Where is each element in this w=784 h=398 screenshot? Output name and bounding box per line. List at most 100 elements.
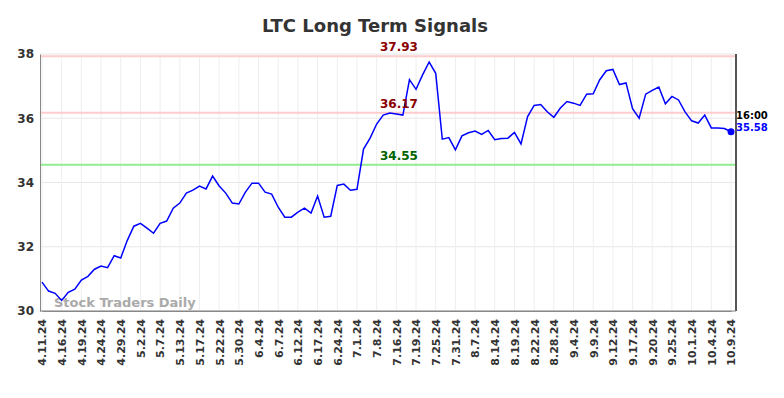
grid-line-x: [671, 54, 672, 311]
x-tick-label: 5.2.24: [135, 319, 148, 358]
grid-line-x: [652, 54, 653, 311]
x-tick-label: 5.13.24: [174, 319, 187, 366]
x-tick: 5.13.24: [174, 311, 187, 366]
grid-line-x: [42, 54, 43, 311]
x-tick: 9.20.24: [647, 311, 660, 366]
grid-line-x: [731, 54, 732, 311]
y-tick-label: 36: [17, 112, 34, 126]
plot-area: [40, 56, 736, 300]
x-tick-label: 9.17.24: [627, 319, 640, 366]
x-tick-label: 10.4.24: [706, 319, 719, 366]
y-tick: 34: [17, 176, 40, 190]
grid-line-x: [337, 54, 338, 311]
grid-line-y: [40, 118, 736, 119]
x-tick: 8.19.24: [509, 311, 522, 366]
x-tick-label: 6.7.24: [273, 319, 286, 358]
x-tick: 10.9.24: [725, 311, 738, 366]
x-axis: 4.11.24 4.16.24 4.19.24 4.24.24 4.29.24 5.2.2…: [36, 311, 738, 366]
x-tick: 8.7.24: [469, 311, 482, 358]
x-tick: 9.17.24: [627, 311, 640, 366]
grid-line-y: [40, 246, 736, 247]
grid-line-x: [238, 54, 239, 311]
x-tick: 7.31.24: [450, 311, 463, 366]
grid-line-x: [553, 54, 554, 311]
x-tick: 5.17.24: [194, 311, 207, 366]
x-tick-label: 7.16.24: [391, 319, 404, 366]
x-tick: 7.16.24: [391, 311, 404, 366]
x-tick-label: 9.20.24: [647, 319, 660, 366]
grid-line-x: [278, 54, 279, 311]
grid-line-x: [534, 54, 535, 311]
x-tick-label: 9.9.24: [588, 319, 601, 358]
y-tick: 32: [17, 240, 40, 254]
x-tick: 4.29.24: [115, 311, 128, 366]
grid-line-x: [632, 54, 633, 311]
title: LTC Long Term Signals: [262, 15, 488, 36]
x-tick: 4.16.24: [56, 311, 69, 366]
x-tick-label: 6.4.24: [253, 319, 266, 358]
grid-line-x: [317, 54, 318, 311]
x-tick-label: 8.7.24: [469, 319, 482, 358]
x-tick-label: 7.8.24: [371, 319, 384, 358]
y-tick: 36: [17, 112, 40, 126]
grid-line-x: [573, 54, 574, 311]
x-tick: 5.30.24: [233, 311, 246, 366]
grid-line-x: [711, 54, 712, 311]
x-tick: 5.7.24: [154, 311, 167, 358]
grid-line-y: [40, 311, 736, 312]
right-edge: [735, 54, 737, 311]
grid-line-x: [691, 54, 692, 311]
grid-line-x: [61, 54, 62, 311]
x-tick: 4.19.24: [76, 311, 89, 366]
x-tick-label: 9.12.24: [607, 319, 620, 366]
grid-line-x: [160, 54, 161, 311]
x-tick: 10.1.24: [686, 311, 699, 366]
x-tick-label: 8.22.24: [528, 319, 541, 366]
level-label: 36.17: [380, 97, 418, 111]
grid-line-x: [475, 54, 476, 311]
y-tick-label: 38: [17, 47, 34, 61]
x-tick: 6.7.24: [273, 311, 286, 358]
grid-line-x: [140, 54, 141, 311]
x-tick-label: 6.24.24: [332, 319, 345, 366]
x-tick: 9.25.24: [666, 311, 679, 366]
x-tick-label: 8.28.24: [548, 319, 561, 366]
x-tick-label: 5.30.24: [233, 319, 246, 366]
y-tick-label: 30: [17, 304, 34, 318]
x-tick: 4.11.24: [36, 311, 49, 366]
grid-line-x: [120, 54, 121, 311]
y-axis: 30 32 34 36 38: [17, 47, 40, 318]
plot-frame-bottom: [40, 311, 736, 312]
y-axis-line: [40, 55, 41, 312]
x-tick-label: 5.22.24: [214, 319, 227, 366]
x-tick-label: 9.4.24: [568, 319, 581, 358]
x-tick: 6.4.24: [253, 311, 266, 358]
grid-line-x: [416, 54, 417, 311]
x-tick: 9.12.24: [607, 311, 620, 366]
x-tick-label: 4.29.24: [115, 319, 128, 366]
x-tick-label: 7.31.24: [450, 319, 463, 366]
grid-line-x: [612, 54, 613, 311]
x-tick: 8.28.24: [548, 311, 561, 366]
x-tick-label: 9.25.24: [666, 319, 679, 366]
x-tick-label: 10.9.24: [725, 319, 738, 366]
chart: LTC Long Term Signals Stock Traders Daily…: [0, 0, 784, 398]
x-tick: 8.22.24: [528, 311, 541, 366]
level-line: [40, 164, 736, 166]
grid-line-x: [494, 54, 495, 311]
x-tick: 5.22.24: [214, 311, 227, 366]
grid-line-x: [179, 54, 180, 311]
x-tick: 6.17.24: [312, 311, 325, 366]
x-tick: 6.24.24: [332, 311, 345, 366]
x-tick-label: 4.24.24: [95, 319, 108, 366]
x-tick-label: 7.1.24: [351, 319, 364, 358]
x-tick-label: 4.11.24: [36, 319, 49, 366]
watermark: Stock Traders Daily: [54, 295, 196, 310]
x-tick: 7.19.24: [410, 311, 423, 366]
grid-line-x: [297, 54, 298, 311]
x-tick-label: 7.25.24: [430, 319, 443, 366]
grid-line-x: [101, 54, 102, 311]
y-tick-label: 32: [17, 240, 34, 254]
y-tick: 30: [17, 304, 40, 318]
x-tick: 8.14.24: [489, 311, 502, 366]
